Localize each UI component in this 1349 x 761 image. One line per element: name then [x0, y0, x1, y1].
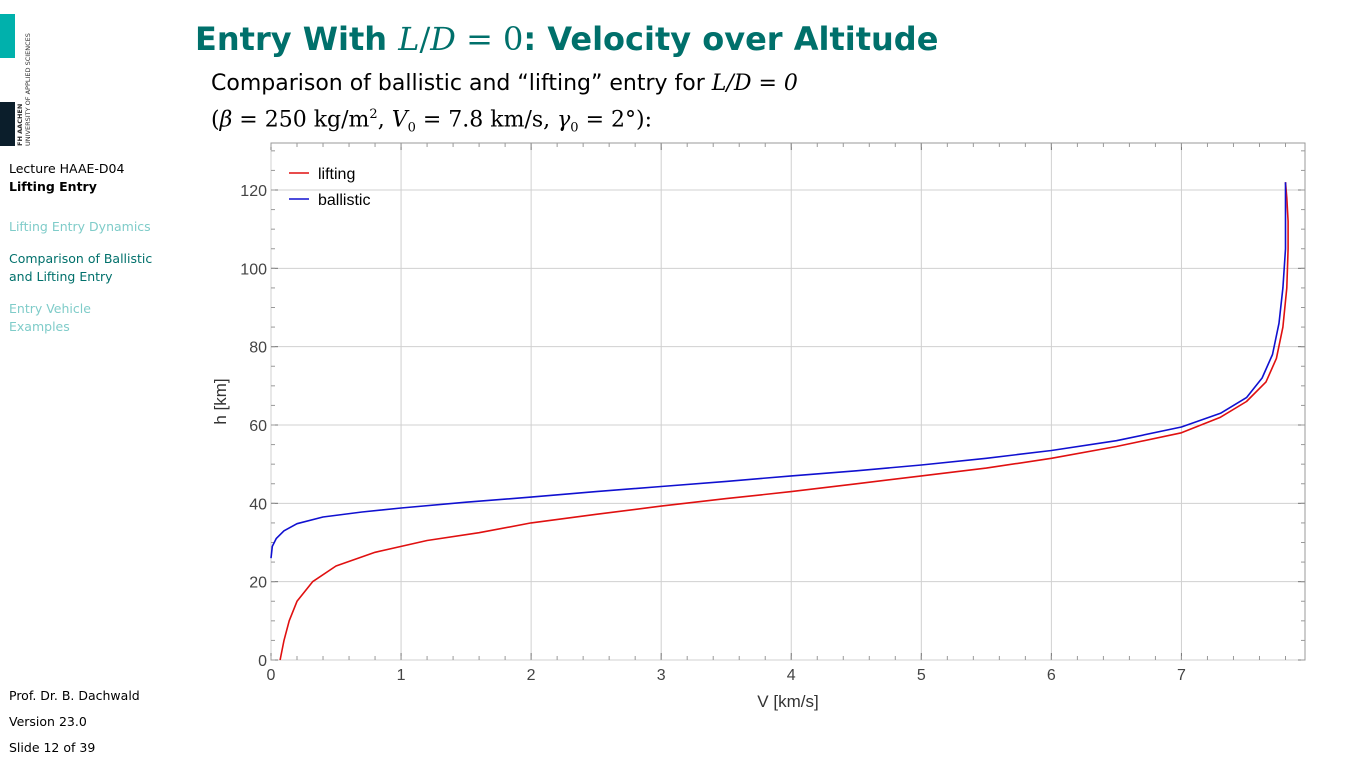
- paren-close: ):: [636, 107, 652, 133]
- y-tick-label: 20: [249, 575, 267, 592]
- logo-teal-bar: [0, 14, 15, 58]
- x-tick-label: 7: [1177, 667, 1186, 684]
- gamma-symbol: γ: [557, 107, 571, 133]
- intro-sentence: Comparison of ballistic and “lifting” en…: [211, 71, 712, 96]
- logo-line-2: UNIVERSITY OF APPLIED SCIENCES: [24, 33, 32, 146]
- series-line-lifting: [279, 182, 1289, 661]
- plot-frame: [270, 142, 1306, 661]
- sidebar-footer: Prof. Dr. B. Dachwald Version 23.0 Slide…: [9, 683, 140, 761]
- intro-line-1: Comparison of ballistic and “lifting” en…: [211, 68, 798, 99]
- title-math-eq: = 0: [455, 20, 524, 58]
- x-tick-label: 6: [1047, 667, 1056, 684]
- x-tick-label: 3: [657, 667, 666, 684]
- v-symbol: V: [391, 107, 408, 133]
- title-math-slash: /: [419, 20, 431, 58]
- nav-item-lifting-entry-dynamics[interactable]: Lifting Entry Dynamics: [9, 219, 151, 234]
- title-math-d: D: [430, 20, 456, 58]
- title-math: L/D = 0: [398, 20, 523, 58]
- lecture-code: Lecture HAAE-D04: [9, 161, 125, 176]
- beta-symbol: β: [219, 107, 233, 133]
- y-tick-label: 60: [249, 418, 267, 435]
- y-tick-label: 80: [249, 340, 267, 357]
- x-tick-label: 2: [527, 667, 536, 684]
- university-logo: FH AACHEN UNIVERSITY OF APPLIED SCIENCES: [0, 0, 60, 150]
- title-suffix: : Velocity over Altitude: [523, 20, 939, 58]
- intro-math-ld: L/D = 0: [711, 71, 798, 96]
- author-name: Prof. Dr. B. Dachwald: [9, 688, 140, 703]
- x-axis-title: V [km/s]: [757, 692, 818, 711]
- velocity-altitude-chart: 0 1 2 3 4 5 6 7 0 20 40 60 80 100 120 V [km/s] h [km] lif…: [211, 142, 1306, 711]
- beta-value: = 250 kg/m: [232, 107, 370, 133]
- logo-line-1: FH AACHEN: [16, 103, 24, 146]
- title-math-l: L: [398, 20, 420, 58]
- title-prefix: Entry With: [195, 20, 399, 58]
- version-label: Version 23.0: [9, 714, 87, 729]
- nav-item-comparison-ballistic-lifting[interactable]: Comparison of Ballistic and Lifting Entr…: [9, 251, 153, 284]
- y-tick-label: 40: [249, 496, 267, 513]
- legend-label-ballistic: ballistic: [318, 192, 370, 209]
- x-tick-label: 0: [267, 667, 276, 684]
- x-tick-label: 4: [787, 667, 796, 684]
- x-tick-label: 5: [917, 667, 926, 684]
- intro-line-2: (β = 250 kg/m2, V0 = 7.8 km/s, γ0 = 2°):: [211, 99, 798, 144]
- x-tick-label: 1: [397, 667, 406, 684]
- y-tick-label: 0: [258, 653, 267, 670]
- gamma-value: = 2°: [578, 107, 636, 133]
- intro-text: Comparison of ballistic and “lifting” en…: [211, 68, 798, 144]
- slide-title: Entry With L/D = 0: Velocity over Altitu…: [195, 20, 938, 58]
- y-axis-title: h [km]: [211, 378, 230, 424]
- slide-counter: Slide 12 of 39: [9, 740, 96, 755]
- gamma-subscript: 0: [570, 120, 579, 136]
- series-line-ballistic: [270, 182, 1287, 559]
- v-subscript: 0: [407, 120, 416, 136]
- y-tick-label: 100: [240, 261, 267, 278]
- y-tick-label: 120: [240, 183, 267, 200]
- logo-wordmark: FH AACHEN UNIVERSITY OF APPLIED SCIENCES: [16, 11, 32, 146]
- lecture-topic: Lifting Entry: [9, 179, 97, 194]
- comma-1: ,: [377, 107, 392, 133]
- v-value: = 7.8 km/s,: [415, 107, 558, 133]
- legend-label-lifting: lifting: [318, 166, 355, 183]
- logo-dark-bar: [0, 102, 15, 146]
- sidebar-navigation: Lecture HAAE-D04 Lifting Entry Lifting E…: [9, 160, 179, 336]
- paren-open: (: [211, 107, 220, 133]
- beta-exponent: 2: [369, 107, 378, 122]
- nav-item-entry-vehicle-examples[interactable]: Entry Vehicle Examples: [9, 301, 91, 334]
